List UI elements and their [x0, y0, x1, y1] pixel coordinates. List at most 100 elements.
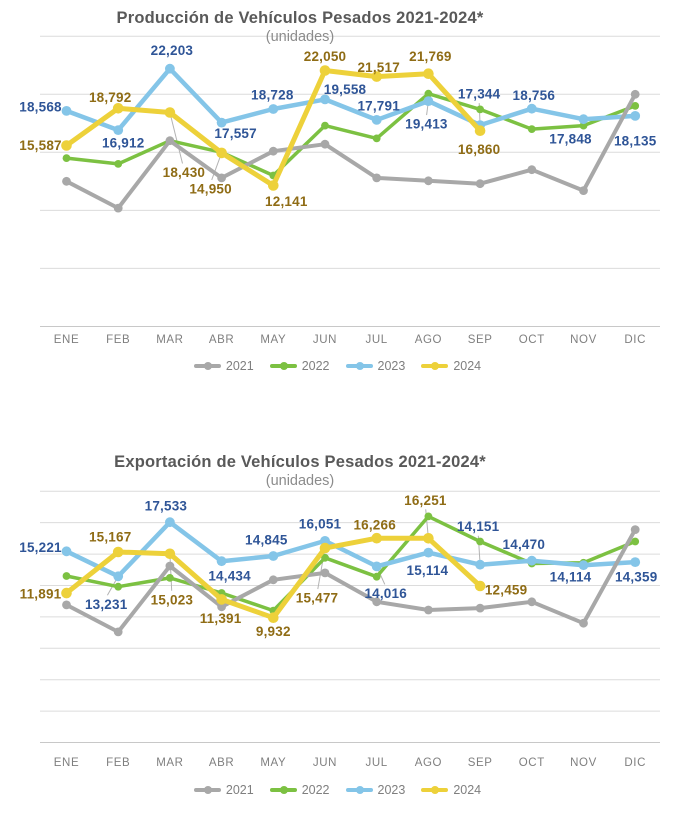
series-marker-2023 [216, 556, 227, 567]
legend-line-marker-icon [345, 786, 373, 794]
x-axis-label-nov: NOV [570, 334, 597, 346]
data-label-2023: 17,791 [357, 98, 400, 113]
series-marker-2022 [527, 125, 536, 133]
x-axis-label-ago: AGO [414, 334, 443, 346]
series-marker-2024 [423, 533, 434, 544]
series-marker-2021 [579, 186, 588, 196]
series-marker-2022 [372, 134, 381, 143]
data-label-2023: 14,151 [457, 519, 500, 534]
series-marker-2021 [527, 165, 537, 175]
series-marker-2023 [320, 94, 330, 105]
series-marker-2021 [475, 179, 485, 189]
series-marker-2023 [216, 117, 227, 128]
series-line-2023 [64, 519, 638, 579]
series-marker-2021 [579, 618, 588, 628]
x-axis-label-nov: NOV [570, 757, 597, 769]
series-marker-2022 [424, 512, 433, 521]
x-axis-label-ago: AGO [414, 757, 443, 769]
x-axis-label-jun: JUN [312, 757, 338, 769]
legend-item-2023: 2023 [345, 783, 406, 797]
series-marker-2021 [424, 176, 433, 186]
series-marker-2023 [61, 106, 72, 116]
legend-item-2022: 2022 [269, 783, 330, 797]
legend-label: 2022 [301, 783, 330, 797]
series-marker-2021 [113, 203, 123, 213]
legend-label: 2023 [377, 783, 406, 797]
data-label-2023: 14,114 [550, 570, 592, 585]
data-label-2023: 16,912 [102, 136, 145, 151]
series-marker-2022 [62, 154, 71, 163]
data-label-2023: 17,557 [214, 126, 257, 141]
x-axis-label-jun: JUN [312, 334, 338, 346]
x-axis-label-ene: ENE [53, 334, 80, 346]
series-marker-2021 [62, 600, 71, 610]
chart-title: Exportación de Vehículos Pesados 2021-20… [114, 453, 486, 471]
data-label-2023: 16,051 [299, 516, 342, 531]
label-leader-line [169, 112, 183, 164]
series-marker-2022 [114, 160, 123, 168]
data-label-2023: 18,135 [614, 133, 657, 148]
chart-legend: 2021 2022 2023 2024 [0, 783, 675, 797]
data-label-2024: 11,391 [200, 611, 242, 626]
chart-exportacion: 15,221 13,231 17,533 14,434 14,845 16,051 14,0… [0, 415, 675, 831]
legend-line-marker-icon [193, 362, 221, 370]
data-label-2024: 14,950 [189, 181, 232, 196]
series-marker-2023 [630, 111, 641, 121]
data-label-2023: 17,848 [549, 132, 592, 147]
legend-label: 2021 [225, 783, 254, 797]
series-line-2022 [64, 91, 637, 178]
x-axis-label-abr: ABR [208, 757, 235, 769]
series-marker-2024 [371, 71, 383, 82]
data-label-2023: 14,016 [364, 586, 407, 601]
series-marker-2023 [423, 547, 434, 558]
chart-legend: 2021 2022 2023 2024 [0, 359, 675, 373]
series-marker-2023 [61, 546, 72, 557]
legend-item-2024: 2024 [421, 359, 481, 373]
data-label-2024: 18,792 [89, 90, 132, 105]
series-marker-2023 [578, 114, 589, 125]
data-label-2024: 16,860 [458, 142, 501, 157]
series-marker-2023 [165, 517, 175, 528]
data-label-2024: 15,587 [19, 138, 62, 153]
series-marker-2024 [216, 147, 227, 159]
series-marker-2021 [217, 602, 227, 612]
legend-line-marker-icon [269, 786, 297, 794]
legend-label: 2024 [453, 783, 482, 797]
data-label-2024: 15,023 [151, 592, 194, 607]
data-label-2024: 18,430 [163, 165, 206, 180]
series-marker-2024 [61, 140, 72, 151]
x-axis-label-sep: SEP [467, 757, 493, 769]
series-marker-2021 [320, 139, 330, 149]
data-label-2023: 15,221 [19, 540, 62, 555]
data-label-2023: 19,413 [405, 117, 448, 132]
chart-subtitle: (unidades) [265, 473, 335, 489]
data-label-2023: 14,434 [208, 569, 251, 584]
series-marker-2023 [578, 560, 589, 571]
data-label-2024: 12,459 [485, 583, 528, 598]
data-label-2024: 11,891 [20, 587, 62, 602]
x-axis-label-feb: FEB [106, 334, 131, 346]
series-marker-2024 [164, 548, 176, 560]
legend-label: 2022 [301, 359, 330, 373]
series-marker-2023 [371, 115, 382, 125]
data-label-2024: 15,167 [89, 530, 132, 545]
data-label-2024: 21,517 [357, 60, 400, 75]
series-line-2021 [64, 92, 638, 211]
series-marker-2023 [475, 559, 485, 570]
data-label-2023: 18,728 [251, 88, 294, 103]
series-marker-2021 [424, 605, 433, 615]
series-marker-2023 [320, 536, 330, 546]
series-marker-2021 [165, 561, 175, 571]
legend-label: 2023 [377, 359, 406, 373]
data-label-2023: 17,344 [458, 87, 501, 102]
chart-produccion: 18,568 16,912 22,203 17,557 18,728 19,558 17,7… [0, 0, 675, 415]
series-marker-2021 [630, 89, 640, 99]
legend-item-2023: 2023 [345, 359, 406, 373]
data-label-2023: 22,203 [151, 43, 194, 58]
series-marker-2021 [630, 525, 640, 534]
series-marker-2021 [268, 575, 278, 585]
series-marker-2023 [371, 561, 382, 572]
legend-item-2024: 2024 [421, 783, 481, 797]
series-marker-2022 [62, 572, 71, 580]
data-label-2024: 15,477 [296, 591, 339, 606]
